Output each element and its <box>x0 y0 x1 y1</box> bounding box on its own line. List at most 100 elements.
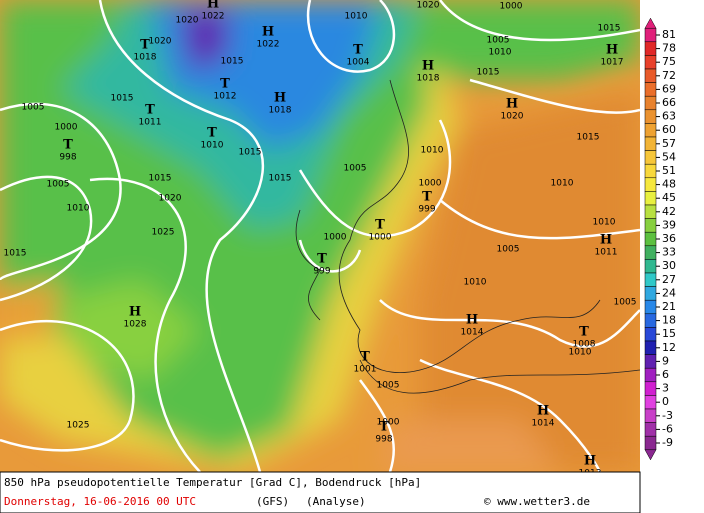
colorbar-tick-label: 60 <box>662 123 676 136</box>
colorbar-tick-label: 75 <box>662 55 676 68</box>
isobar-label: 1020 <box>176 16 199 26</box>
colorbar-swatch <box>644 408 657 423</box>
pressure-center-kind: H <box>422 59 434 74</box>
colorbar-swatch <box>644 150 657 165</box>
isobar-label: 1010 <box>345 12 368 22</box>
isobar-label: 1005 <box>377 381 400 391</box>
footer-model: (GFS) <box>256 495 289 508</box>
pressure-center-value: 998 <box>375 435 392 445</box>
pressure-center-value: 1020 <box>501 112 524 122</box>
pressure-center-kind: H <box>129 305 141 320</box>
colorbar-tick-label: -6 <box>662 422 673 435</box>
colorbar-tick-label: 30 <box>662 259 676 272</box>
pressure-center-value: 1018 <box>269 106 292 116</box>
pressure-center-kind: T <box>317 252 327 267</box>
isobars <box>0 0 640 472</box>
colorbar-tick-label: 39 <box>662 218 676 231</box>
colorbar-swatch <box>644 245 657 260</box>
map-field <box>0 0 640 472</box>
colorbar-swatch <box>644 136 657 151</box>
pressure-center-kind: H <box>606 43 618 58</box>
colorbar-tick-label: 69 <box>662 82 676 95</box>
colorbar-tick-label: -3 <box>662 409 673 422</box>
colorbar-swatch <box>644 367 657 383</box>
isobar-label: 1000 <box>419 179 442 189</box>
pressure-center-value: 1018 <box>134 53 157 63</box>
pressure-center-value: 1017 <box>601 58 624 68</box>
isobar-label: 1015 <box>111 94 134 104</box>
footer-title: 850 hPa pseudopotentielle Temperatur [Gr… <box>4 476 421 489</box>
colorbar-swatch <box>644 218 657 233</box>
colorbar-tick-label: 12 <box>662 341 676 354</box>
colorbar-tick-label: 33 <box>662 246 676 259</box>
colorbar-tick-label: 27 <box>662 273 676 286</box>
colorbar-tick-label: 66 <box>662 96 676 109</box>
pressure-center-kind: T <box>360 350 370 365</box>
isobar-label: 1000 <box>377 418 400 428</box>
colorbar-tick-label: 9 <box>662 354 669 367</box>
footer-date: Donnerstag, 16-06-2016 00 UTC <box>4 495 196 508</box>
footer-credit: © www.wetter3.de <box>484 495 590 508</box>
pressure-center-kind: H <box>207 0 219 12</box>
colorbar-tick-label: 42 <box>662 205 676 218</box>
pressure-center-value: 1000 <box>369 233 392 243</box>
isobar-label: 1025 <box>152 228 175 238</box>
colorbar-swatch <box>644 204 657 219</box>
isobar-label: 1020 <box>159 194 182 204</box>
colorbar-tick-label: 21 <box>662 300 676 313</box>
pressure-center-value: 998 <box>59 153 76 163</box>
colorbar-swatch <box>644 55 657 70</box>
colorbar-swatch <box>644 313 657 328</box>
colorbar-tick-label: 18 <box>662 314 676 327</box>
pressure-center-value: 1010 <box>201 141 224 151</box>
colorbar-swatch <box>644 435 657 451</box>
colorbar-swatch <box>644 95 657 111</box>
isobar-label: 1015 <box>149 174 172 184</box>
colorbar-tick-label: 15 <box>662 327 676 340</box>
colorbar-tick-label: 63 <box>662 110 676 123</box>
colorbar-swatch <box>644 177 657 192</box>
colorbar-swatch <box>644 259 657 274</box>
pressure-center-value: 1018 <box>417 74 440 84</box>
isobar-label: 1015 <box>221 57 244 67</box>
colorbar-tick-label: 24 <box>662 286 676 299</box>
pressure-center-kind: H <box>262 25 274 40</box>
colorbar-tick-label: 78 <box>662 42 676 55</box>
isobar-label: 1010 <box>421 146 444 156</box>
colorbar-tick-label: 6 <box>662 368 669 381</box>
footer-box <box>0 471 641 513</box>
isobar-label: 1010 <box>489 48 512 58</box>
isobar-label: 1000 <box>55 123 78 133</box>
pressure-center-value: 999 <box>418 205 435 215</box>
coastlines <box>295 79 640 394</box>
pressure-center-value: 1028 <box>124 320 147 330</box>
colorbar-tick-label: 36 <box>662 232 676 245</box>
colorbar-swatch <box>644 422 657 437</box>
pressure-center-kind: H <box>506 97 518 112</box>
colorbar-tick-label: 48 <box>662 178 676 191</box>
isobar-label: 1005 <box>487 36 510 46</box>
pressure-center-kind: T <box>145 103 155 118</box>
colorbar-swatch <box>644 354 657 369</box>
colorbar-swatch <box>644 41 657 56</box>
isobar-label: 1025 <box>67 421 90 431</box>
isobar-label: 1000 <box>324 233 347 243</box>
colorbar-swatch <box>644 340 657 355</box>
colorbar-tick-label: 0 <box>662 395 669 408</box>
isobar-label: 1005 <box>344 164 367 174</box>
pressure-center-value: 999 <box>313 267 330 277</box>
footer-run: (Analyse) <box>306 495 366 508</box>
colorbar-swatch <box>644 231 657 247</box>
isobar-label: 1005 <box>614 298 637 308</box>
pressure-center-kind: H <box>466 313 478 328</box>
isobar-label: 1005 <box>22 103 45 113</box>
colorbar-swatch <box>644 163 657 179</box>
isobar-label: 1020 <box>417 1 440 11</box>
colorbar-tick-label: 54 <box>662 150 676 163</box>
isobar-label: 1000 <box>500 2 523 12</box>
colorbar: 8178757269666360575451484542393633302724… <box>644 17 676 461</box>
colorbar-tick-label: 57 <box>662 137 676 150</box>
pressure-center-value: 1011 <box>595 248 618 258</box>
